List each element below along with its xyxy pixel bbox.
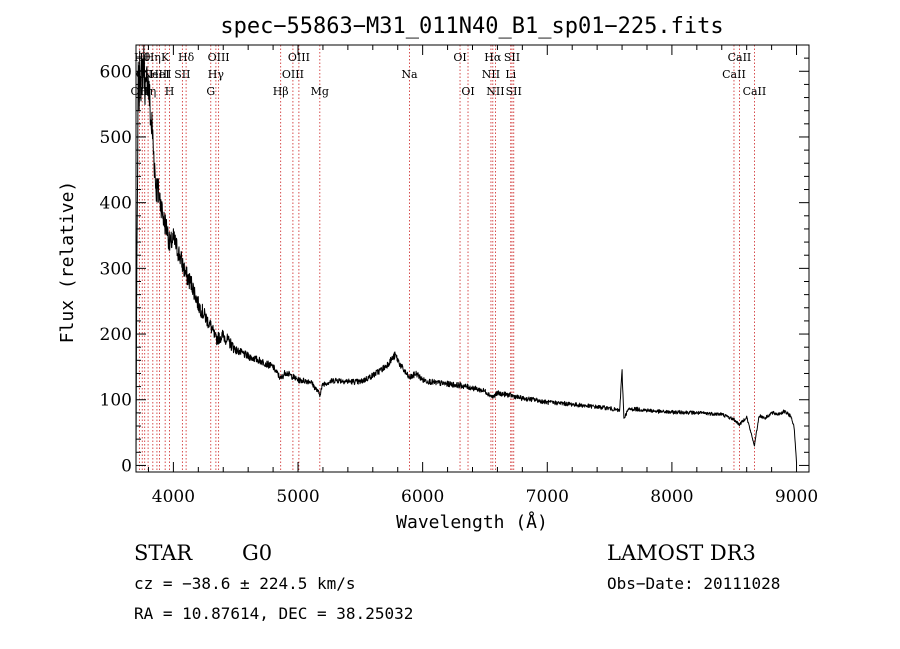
y-tick-label: 500 xyxy=(100,128,132,148)
y-tick-label: 300 xyxy=(100,259,132,279)
line-label: NII xyxy=(486,85,504,98)
line-label: CaII xyxy=(728,51,752,64)
chart-title: spec−55863−M31_011N40_B1_sp01−225.fits xyxy=(220,14,723,39)
redshift-velocity: cz = −38.6 ± 224.5 km/s xyxy=(134,574,356,593)
line-label: Hγ xyxy=(208,68,225,81)
plot-frame xyxy=(135,44,810,473)
line-label: NeIII xyxy=(142,68,171,81)
y-axis-ticks: 0 100 200 300 400 500 600 xyxy=(100,57,809,476)
y-axis-label: Flux (relative) xyxy=(57,181,78,344)
line-label: CaII xyxy=(743,85,767,98)
x-tick-label: 8000 xyxy=(650,487,693,507)
coordinates: RA = 10.87614, DEC = 38.25032 xyxy=(134,604,413,623)
line-label: Hβ xyxy=(273,85,289,98)
spectrum-series-line xyxy=(135,44,797,466)
y-tick-label: 200 xyxy=(100,325,132,345)
line-label: Mg xyxy=(311,85,329,98)
y-tick-label: 100 xyxy=(100,391,132,411)
line-label: Na xyxy=(401,68,418,81)
line-label: OIII xyxy=(282,68,304,81)
line-label: OI xyxy=(453,51,466,64)
object-class: STAR xyxy=(134,541,193,565)
line-label: Hα xyxy=(484,51,502,64)
line-label: Hδ xyxy=(178,51,195,64)
line-label: SII xyxy=(174,68,190,81)
line-label: SII xyxy=(506,85,522,98)
object-subclass: G0 xyxy=(242,541,272,565)
y-tick-label: 0 xyxy=(121,456,132,476)
x-tick-label: 9000 xyxy=(775,487,818,507)
line-label: K xyxy=(161,51,170,64)
y-tick-label: 600 xyxy=(100,62,132,82)
line-label: OIII xyxy=(288,51,310,64)
observation-date: Obs−Date: 20111028 xyxy=(607,574,780,593)
line-label: H xyxy=(165,85,175,98)
x-tick-label: 6000 xyxy=(401,487,444,507)
y-tick-label: 400 xyxy=(100,194,132,214)
line-label: Hη xyxy=(145,51,161,64)
line-label: G xyxy=(206,85,215,98)
x-axis-ticks: 4000 5000 6000 7000 8000 9000 xyxy=(147,45,818,507)
line-label: CaII xyxy=(722,68,746,81)
line-label: NII xyxy=(482,68,500,81)
x-tick-label: 4000 xyxy=(152,487,195,507)
spectral-line-markers xyxy=(138,45,755,472)
line-label: Hθ xyxy=(134,51,151,64)
survey-name: LAMOST DR3 xyxy=(607,541,756,565)
line-label: SII xyxy=(504,51,520,64)
x-tick-label: 7000 xyxy=(526,487,569,507)
line-label: OI xyxy=(461,85,474,98)
x-axis-label: Wavelength (Å) xyxy=(396,511,548,533)
line-label: HeI xyxy=(149,68,169,81)
x-tick-label: 5000 xyxy=(276,487,319,507)
line-label: OIII xyxy=(208,51,230,64)
spectral-line-labels: OIIHθOIIHηHηNeIIIHeIKHSIIHδGHγOIIIHβOIII… xyxy=(131,51,767,98)
line-label: Li xyxy=(505,68,516,81)
